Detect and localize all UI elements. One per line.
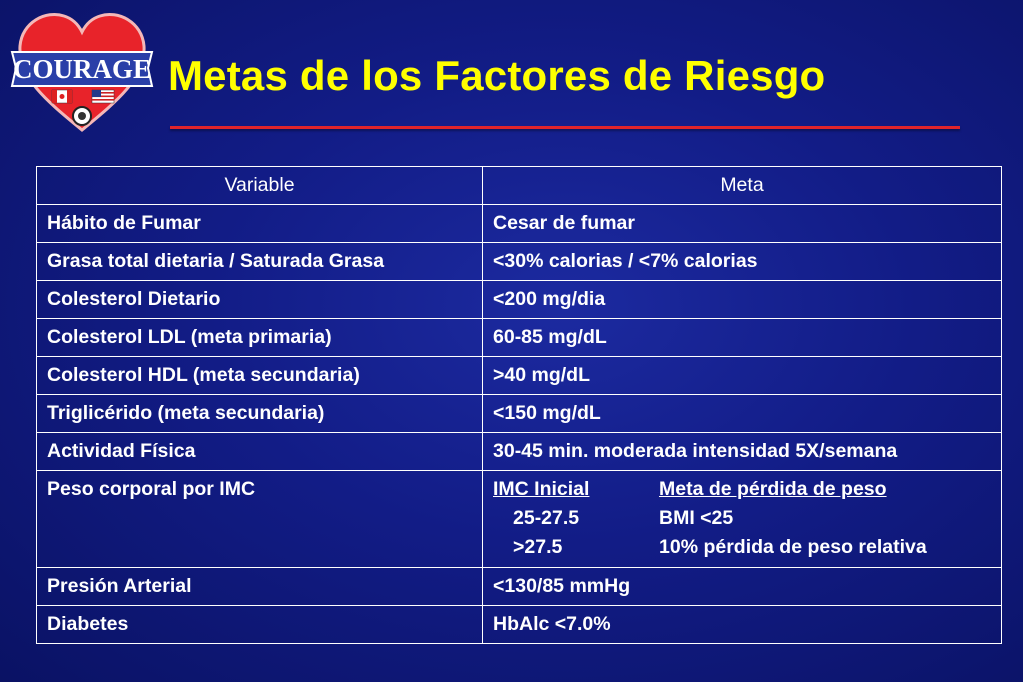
table-row: Hábito de Fumar Cesar de fumar: [36, 204, 1002, 243]
bmi-initial-heading: IMC Inicial: [493, 478, 590, 500]
bmi-range-2: >27.5: [513, 536, 563, 558]
goal-cell: <150 mg/dL: [482, 394, 1002, 433]
variable-cell: Hábito de Fumar: [36, 204, 483, 243]
table-row: Grasa total dietaria / Saturada Grasa <3…: [36, 242, 1002, 281]
goal-cell: <130/85 mmHg: [482, 567, 1002, 606]
risk-factor-goals-table: Variable Meta Hábito de Fumar Cesar de f…: [36, 166, 1002, 644]
variable-cell: Colesterol HDL (meta secundaria): [36, 356, 483, 395]
goal-cell: 30-45 min. moderada intensidad 5X/semana: [482, 432, 1002, 471]
variable-cell: Actividad Física: [36, 432, 483, 471]
table-row: Colesterol LDL (meta primaria) 60-85 mg/…: [36, 318, 1002, 357]
bmi-goal-cell: IMC Inicial Meta de pérdida de peso 25-2…: [482, 470, 1002, 568]
table-row: Presión Arterial <130/85 mmHg: [36, 567, 1002, 606]
table-row: Actividad Física 30-45 min. moderada int…: [36, 432, 1002, 471]
table-row: Colesterol Dietario <200 mg/dia: [36, 280, 1002, 319]
variable-cell: Colesterol LDL (meta primaria): [36, 318, 483, 357]
table-row-bmi: Peso corporal por IMC IMC Inicial Meta d…: [36, 470, 1002, 568]
goal-cell: <30% calorias / <7% calorias: [482, 242, 1002, 281]
column-header-goal: Meta: [482, 166, 1002, 205]
goal-cell: Cesar de fumar: [482, 204, 1002, 243]
variable-cell: Colesterol Dietario: [36, 280, 483, 319]
bmi-goal-1: BMI <25: [659, 507, 734, 529]
bmi-subtable: IMC Inicial Meta de pérdida de peso 25-2…: [493, 478, 991, 559]
courage-logo: COURAGE: [10, 13, 154, 132]
column-header-variable: Variable: [36, 166, 483, 205]
table-row: Diabetes HbAlc <7.0%: [36, 605, 1002, 644]
goal-cell: <200 mg/dia: [482, 280, 1002, 319]
page-title: Metas de los Factores de Riesgo: [168, 52, 826, 99]
goal-cell: 60-85 mg/dL: [482, 318, 1002, 357]
title-underline: [170, 126, 960, 129]
table-row: Triglicérido (meta secundaria) <150 mg/d…: [36, 394, 1002, 433]
weight-loss-goal-heading: Meta de pérdida de peso: [659, 478, 887, 500]
goal-cell: >40 mg/dL: [482, 356, 1002, 395]
variable-cell: Diabetes: [36, 605, 483, 644]
variable-cell: Peso corporal por IMC: [36, 470, 483, 568]
variable-cell: Triglicérido (meta secundaria): [36, 394, 483, 433]
variable-cell: Grasa total dietaria / Saturada Grasa: [36, 242, 483, 281]
table-header-row: Variable Meta: [36, 166, 1002, 205]
bmi-range-1: 25-27.5: [513, 507, 580, 529]
variable-cell: Presión Arterial: [36, 567, 483, 606]
goal-cell: HbAlc <7.0%: [482, 605, 1002, 644]
table-row: Colesterol HDL (meta secundaria) >40 mg/…: [36, 356, 1002, 395]
logo-text: COURAGE: [13, 54, 151, 84]
bmi-goal-2: 10% pérdida de peso relativa: [659, 536, 927, 558]
